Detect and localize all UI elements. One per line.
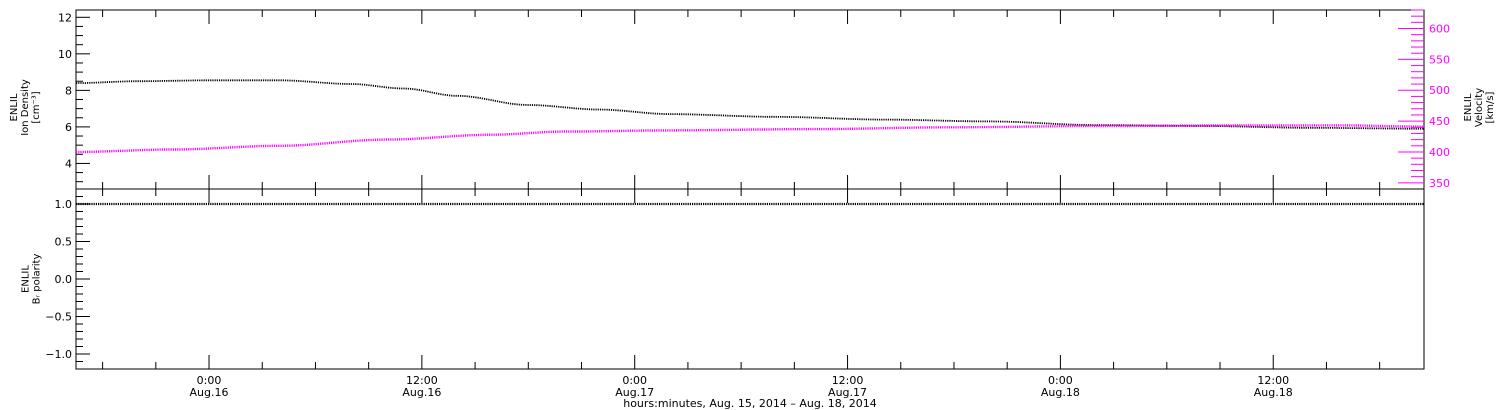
- time-tick-label-date: Aug.17: [615, 386, 654, 399]
- time-tick-label-hour: 0:00: [622, 374, 647, 387]
- bottom-panel-ticks: [76, 196, 1381, 369]
- polarity-tick-label: 0.0: [55, 273, 73, 286]
- velocity-tick-label: 500: [1429, 84, 1450, 97]
- time-tick-label-hour: 12:00: [832, 374, 864, 387]
- density-axis-title: ENLILIon Density[cm⁻³]: [9, 79, 42, 136]
- density-tick-label: 4: [65, 157, 72, 170]
- axis-title-line: [cm⁻³]: [31, 91, 42, 123]
- time-tick-label-hour: 0:00: [1048, 374, 1073, 387]
- density-series-line: [75, 79, 1424, 130]
- time-tick-label-date: Aug.18: [1041, 386, 1080, 399]
- velocity-axis-tick-labels: 350 400 450 500 550 600: [1429, 23, 1450, 190]
- polarity-tick-label: −1.0: [45, 348, 72, 361]
- density-axis-tick-labels: 4 6 8 10 12: [58, 11, 72, 170]
- time-axis-tick-labels: 0:00Aug.1612:00Aug.160:00Aug.1712:00Aug.…: [190, 374, 1293, 399]
- time-tick-label-hour: 12:00: [406, 374, 438, 387]
- axis-title-line: ENLIL: [1463, 93, 1474, 121]
- axis-title-line: ENLIL: [21, 265, 32, 293]
- polarity-axis-tick-labels: −1.0 −0.5 0.0 0.5 1.0: [45, 198, 72, 361]
- polarity-tick-label: −0.5: [45, 311, 72, 324]
- time-tick-label-date: Aug.17: [828, 386, 867, 399]
- axis-title-line: ENLIL: [9, 93, 20, 121]
- time-tick-label-hour: 12:00: [1257, 374, 1289, 387]
- axis-title-line: [km/s]: [1485, 91, 1496, 123]
- time-tick-label-date: Aug.16: [402, 386, 441, 399]
- polarity-axis-title: ENLILBᵣ polarity: [21, 254, 43, 305]
- polarity-panel: −1.0 −0.5 0.0 0.5 1.0 ENLILBᵣ polarity: [21, 188, 1425, 370]
- top-panel-series: [75, 79, 1424, 154]
- time-tick-label-hour: 0:00: [197, 374, 222, 387]
- velocity-series-line: [76, 124, 1424, 154]
- time-tick-label-date: Aug.16: [190, 386, 229, 399]
- time-axis-title: hours:minutes, Aug. 15, 2014 – Aug. 18, …: [623, 397, 877, 410]
- polarity-tick-label: 0.5: [55, 236, 73, 249]
- axis-title-line: Ion Density: [20, 79, 31, 136]
- top-panel-ticks: [76, 9, 1424, 203]
- velocity-tick-label: 600: [1429, 23, 1450, 36]
- top-panel-frame: [75, 9, 1425, 190]
- bottom-panel-frame: [75, 188, 1425, 370]
- velocity-axis-title: ENLILVelocity[km/s]: [1463, 88, 1496, 127]
- time-tick-label-date: Aug.18: [1254, 386, 1293, 399]
- velocity-tick-label: 550: [1429, 53, 1450, 66]
- axis-title-line: Velocity: [1474, 88, 1485, 127]
- density-tick-label: 10: [58, 48, 72, 61]
- axis-title-line: Bᵣ polarity: [32, 254, 43, 305]
- density-tick-label: 12: [58, 11, 72, 24]
- density-tick-label: 6: [65, 121, 72, 134]
- polarity-tick-label: 1.0: [55, 198, 73, 211]
- density-tick-label: 8: [65, 84, 72, 97]
- velocity-tick-label: 450: [1429, 115, 1450, 128]
- velocity-tick-label: 350: [1429, 177, 1450, 190]
- velocity-tick-label: 400: [1429, 146, 1450, 159]
